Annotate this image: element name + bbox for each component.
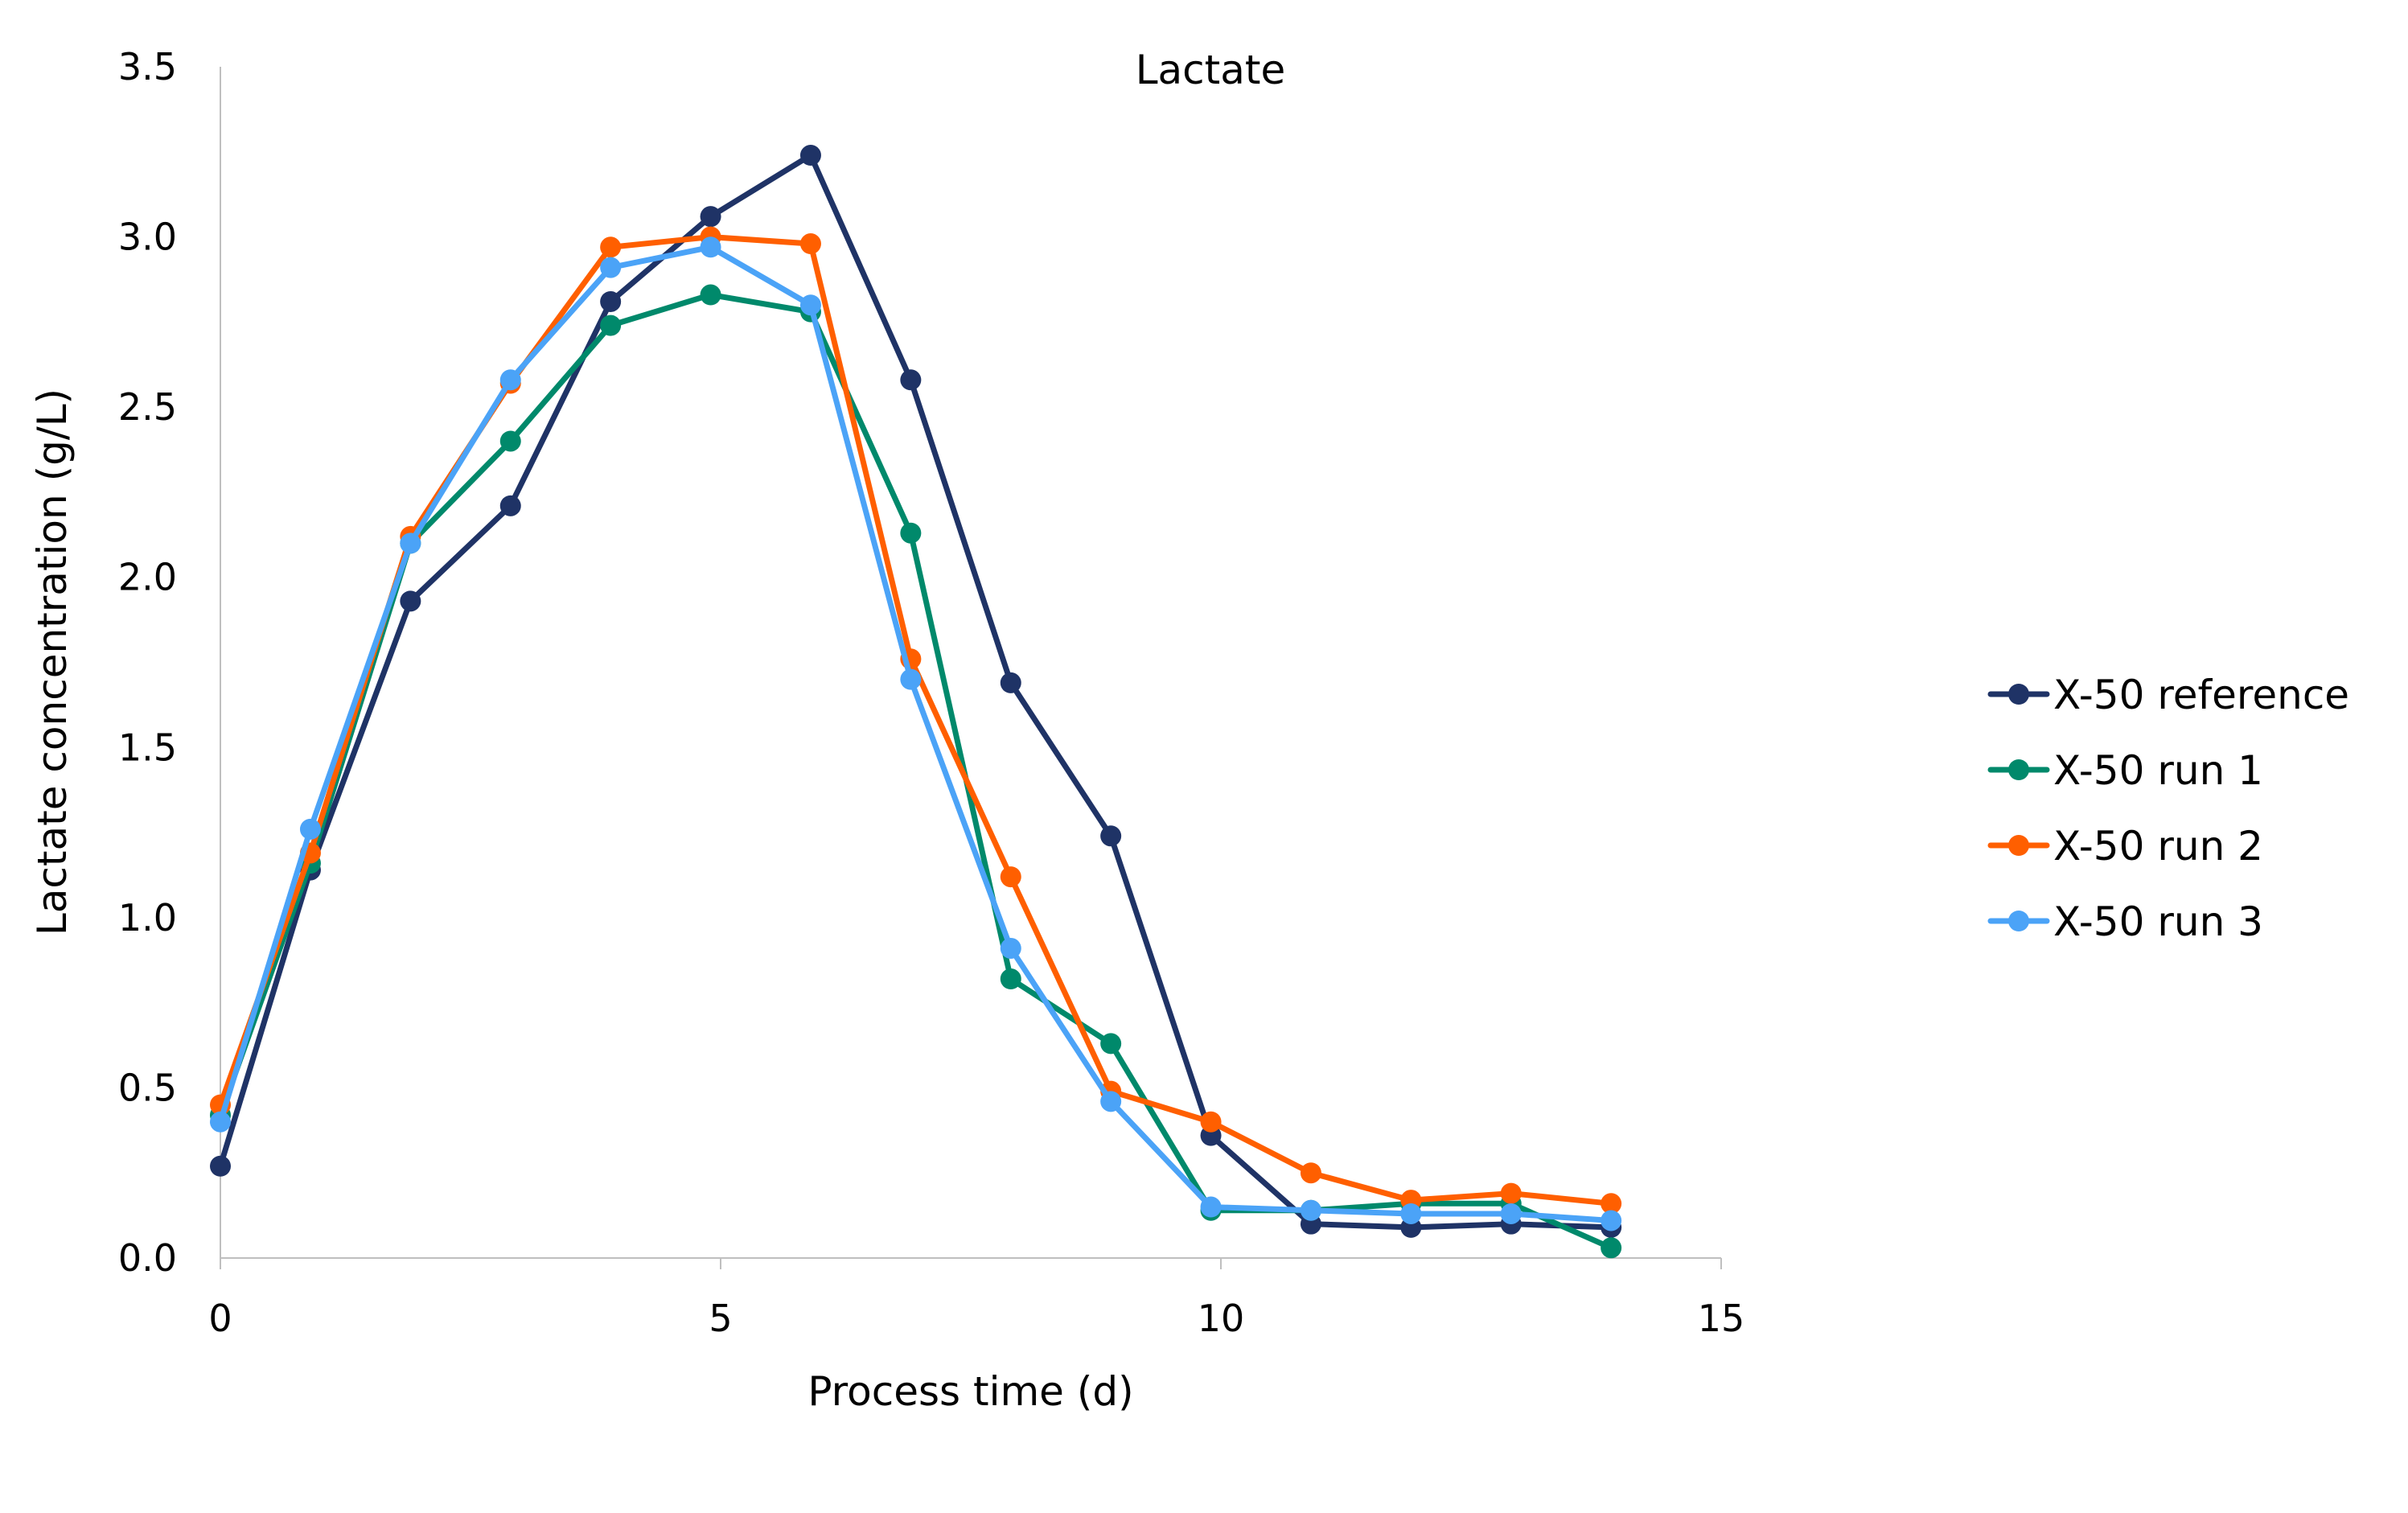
x-axis-label: Process time (d) (807, 1368, 1133, 1415)
data-point (600, 236, 622, 258)
y-tick-label: 0.0 (118, 1236, 177, 1280)
y-tick-label: 1.0 (118, 896, 177, 939)
data-point (299, 818, 321, 840)
data-point (1500, 1182, 1522, 1204)
data-point (499, 430, 521, 452)
data-point (400, 590, 421, 612)
legend-label: X-50 run 1 (2053, 747, 2263, 794)
legend-item: X-50 reference (1987, 672, 2349, 718)
data-point (499, 495, 521, 516)
series-4 (210, 236, 1622, 1231)
data-point (1000, 866, 1021, 888)
data-point (600, 315, 622, 336)
legend-item: X-50 run 3 (1987, 898, 2263, 945)
y-tick-label: 1.5 (118, 726, 177, 769)
data-point (700, 206, 721, 228)
data-point (1100, 1091, 1122, 1112)
x-tick-label: 5 (709, 1297, 732, 1340)
legend-label: X-50 run 2 (2053, 823, 2263, 870)
y-tick-label: 3.5 (118, 45, 177, 88)
data-point (1300, 1162, 1321, 1184)
data-point (499, 369, 521, 391)
legend-item: X-50 run 1 (1987, 747, 2263, 794)
data-point (799, 294, 821, 316)
y-tick-label: 2.0 (118, 556, 177, 599)
series-2 (210, 284, 1622, 1259)
data-point (700, 284, 721, 306)
data-point (900, 668, 922, 690)
data-point (400, 532, 421, 554)
legend-label: X-50 run 3 (2053, 898, 2263, 945)
data-point (1500, 1203, 1522, 1224)
legend-item: X-50 run 2 (1987, 823, 2263, 870)
x-tick-label: 10 (1198, 1297, 1245, 1340)
data-point (210, 1111, 231, 1133)
data-point (1400, 1203, 1422, 1224)
data-point (799, 233, 821, 255)
chart-title: Lactate (1136, 47, 1286, 93)
data-point (1000, 968, 1021, 990)
data-point (799, 145, 821, 167)
series-line (217, 292, 1613, 1251)
data-point (1000, 937, 1021, 959)
y-axis-label: Lactate concentration (g/L) (29, 389, 76, 935)
data-point (1601, 1193, 1622, 1215)
legend-marker (2008, 835, 2029, 856)
x-tick-label: 0 (208, 1297, 232, 1340)
data-point (1601, 1210, 1622, 1231)
data-point (1200, 1111, 1222, 1133)
data-point (1100, 825, 1122, 847)
y-tick-label: 2.5 (118, 385, 177, 429)
data-point (1200, 1196, 1222, 1218)
data-point (600, 257, 622, 278)
data-point (1000, 672, 1021, 693)
data-point (600, 290, 622, 312)
legend-marker (2008, 911, 2029, 931)
data-point (1601, 1237, 1622, 1259)
data-point (1300, 1199, 1321, 1221)
x-tick-label: 15 (1698, 1297, 1745, 1340)
data-point (900, 522, 922, 544)
y-tick-label: 3.0 (118, 216, 177, 259)
data-point (1100, 1033, 1122, 1055)
legend-marker (2008, 684, 2029, 705)
legend-marker (2008, 759, 2029, 780)
data-point (210, 1155, 231, 1177)
data-point (900, 369, 922, 391)
y-tick-label: 0.5 (118, 1066, 177, 1109)
data-point (700, 236, 721, 258)
legend-label: X-50 reference (2053, 672, 2349, 718)
